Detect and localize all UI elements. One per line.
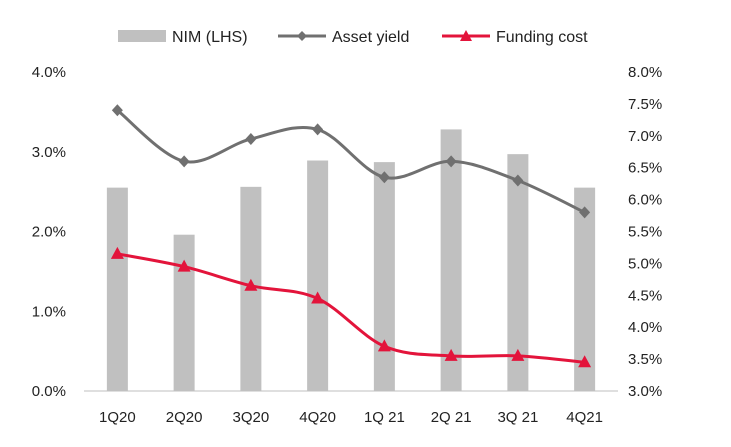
left-axis-tick-label: 4.0% [32,64,66,81]
legend-label-nim: NIM (LHS) [172,29,248,46]
asset-yield-marker [378,171,390,184]
x-axis: 1Q20 2Q20 3Q20 4Q20 1Q 21 2Q 21 3Q 21 4Q21 [99,409,603,426]
right-axis-tick-label: 3.5% [628,351,662,368]
x-axis-tick-label: 3Q20 [233,409,270,426]
legend: NIM (LHS) Asset yield Funding cost [118,29,588,46]
nim-bar [373,162,395,391]
right-axis: 3.0% 3.5% 4.0% 4.5% 5.0% 5.5% 6.0% 6.5% 7.0% 7.5%… [628,64,662,400]
asset-yield-marker [178,155,190,168]
asset-yield-marker [579,206,591,219]
asset-yield-marker [245,132,257,145]
right-axis-tick-label: 5.0% [628,255,662,272]
nim-bar [507,154,529,391]
funding-cost-marker [244,278,258,291]
right-axis-tick-label: 6.5% [628,160,662,177]
nim-bar [574,187,596,391]
funding-cost-line [115,252,587,364]
nim-bar [173,234,195,391]
legend-marker-asset-yield [297,31,307,41]
funding-cost-marker [377,339,391,352]
asset-yield-marker [111,104,123,117]
right-axis-tick-label: 8.0% [628,64,662,81]
funding-cost-marker [177,259,191,272]
nim-bar [440,129,462,392]
left-axis-tick-label: 3.0% [32,144,66,161]
funding-cost-marker [578,355,592,368]
funding-cost-marker [110,246,124,259]
legend-swatch-nim [118,30,166,42]
x-axis-tick-label: 4Q20 [299,409,336,426]
asset-yield-marker [512,174,524,187]
funding-cost-marker [444,348,458,361]
right-axis-tick-label: 4.0% [628,319,662,336]
right-axis-tick-label: 5.5% [628,224,662,241]
x-axis-tick-label: 2Q20 [166,409,203,426]
legend-marker-funding-cost [460,30,472,41]
legend-label-asset-yield: Asset yield [332,29,409,46]
nim-bar [307,160,329,391]
right-axis-tick-label: 7.0% [628,128,662,145]
right-axis-tick-label: 6.0% [628,192,662,209]
line-series [110,104,592,368]
x-axis-tick-label: 1Q 21 [364,409,405,426]
nim-bar [106,187,128,391]
funding-cost-marker [311,291,325,304]
left-axis: 0.0% 1.0% 2.0% 3.0% 4.0% [32,64,66,400]
left-axis-tick-label: 0.0% [32,383,66,400]
legend-label-funding-cost: Funding cost [496,29,588,46]
x-axis-tick-label: 3Q 21 [497,409,538,426]
x-axis-tick-label: 4Q21 [566,409,603,426]
nim-bars [106,129,596,392]
right-axis-tick-label: 7.5% [628,96,662,113]
left-axis-tick-label: 2.0% [32,224,66,241]
x-axis-tick-label: 2Q 21 [431,409,472,426]
x-axis-tick-label: 1Q20 [99,409,136,426]
asset-yield-marker [445,155,457,168]
right-axis-tick-label: 4.5% [628,287,662,304]
left-axis-tick-label: 1.0% [32,303,66,320]
asset-yield-marker [312,123,324,136]
right-axis-tick-label: 3.0% [628,383,662,400]
funding-cost-marker [511,348,525,361]
